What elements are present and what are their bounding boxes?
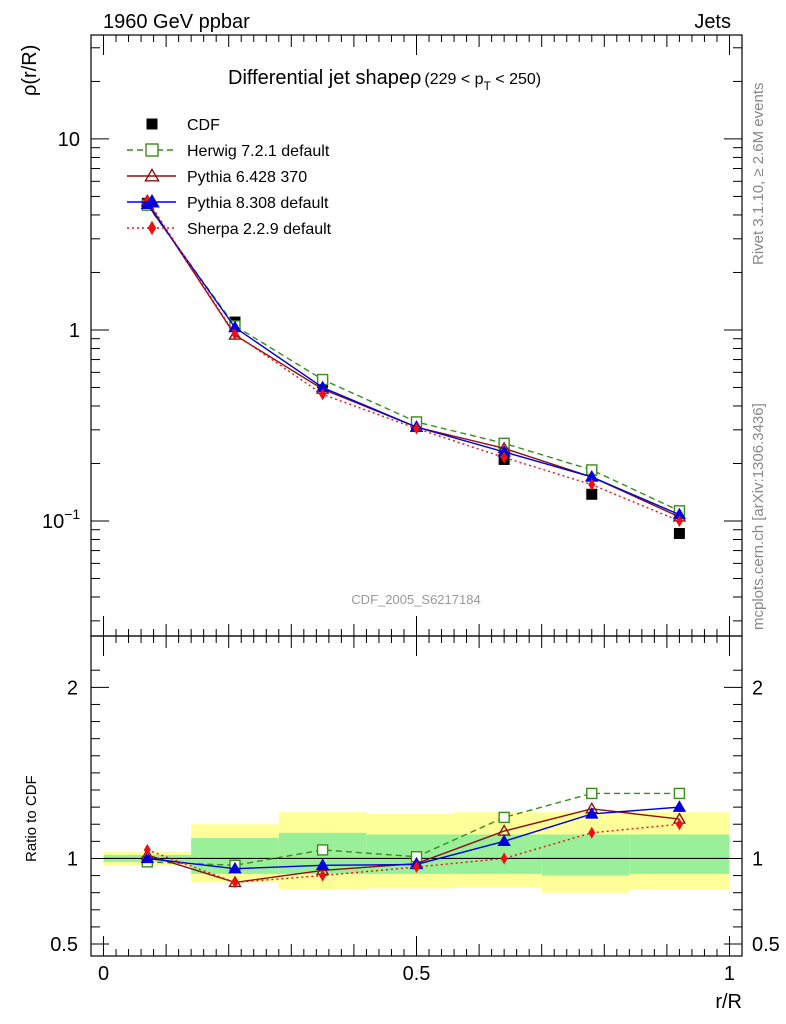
ratio-data-point bbox=[413, 861, 420, 874]
band-inner-bin bbox=[629, 834, 730, 874]
main-series-4 bbox=[143, 193, 683, 527]
legend-marker bbox=[147, 220, 157, 236]
ratio-data-point bbox=[315, 858, 330, 871]
main-ytick-label: 10 bbox=[58, 129, 80, 151]
main-series-2 bbox=[140, 194, 687, 522]
legend-label: Pythia 6.428 370 bbox=[187, 169, 307, 186]
main-data-point bbox=[500, 451, 508, 464]
ratio-data-point bbox=[588, 826, 596, 839]
legend-label: CDF bbox=[187, 117, 220, 134]
title-cut-right: < 250) bbox=[491, 71, 541, 88]
ratio-xtick-label: 0.5 bbox=[403, 963, 431, 985]
legend-marker bbox=[144, 194, 160, 208]
ratio-data-point bbox=[140, 851, 155, 864]
main-data-point bbox=[319, 388, 327, 401]
main-ylabel: ρ(r/R) bbox=[19, 45, 41, 96]
band-inner-bin bbox=[541, 834, 630, 876]
analysis-id: CDF_2005_S6217184 bbox=[351, 592, 480, 607]
main-data-point bbox=[586, 488, 598, 500]
title-rho: ρ bbox=[410, 67, 421, 89]
ratio-panel-series bbox=[140, 787, 687, 889]
legend-label: Herwig 7.2.1 default bbox=[187, 143, 330, 160]
main-series-line bbox=[146, 204, 680, 512]
main-series-line bbox=[146, 203, 680, 516]
mcplots-label: mcplots.cern.ch [arXiv:1306.3436] bbox=[750, 403, 767, 630]
legend-entry: Pythia 8.308 default bbox=[127, 194, 329, 212]
ratio-data-point bbox=[319, 869, 327, 882]
main-series-line bbox=[146, 199, 680, 522]
legend-marker bbox=[145, 143, 159, 157]
ratio-xlabel: r/R bbox=[715, 991, 742, 1013]
ratio-data-point bbox=[316, 844, 329, 856]
main-series-0 bbox=[141, 197, 685, 540]
plot-title: Differential jet shapeρ (229 < pT < 250) bbox=[228, 67, 541, 93]
ratio-ytick-label-right: 2 bbox=[752, 677, 763, 699]
ratio-data-point bbox=[673, 787, 686, 800]
ratio-data-point bbox=[231, 876, 239, 889]
ratio-data-point bbox=[143, 843, 151, 856]
main-data-point bbox=[231, 328, 239, 341]
main-series-1 bbox=[141, 199, 686, 517]
title-main: Differential jet shape bbox=[228, 67, 410, 89]
main-series-line bbox=[146, 201, 680, 518]
legend-entry: Herwig 7.2.1 default bbox=[127, 143, 330, 160]
process-label: Jets bbox=[694, 11, 731, 33]
ratio-ytick-label-right: 1 bbox=[752, 848, 763, 870]
ratio-data-point bbox=[498, 811, 510, 824]
legend-entry: Pythia 6.428 370 bbox=[127, 168, 307, 186]
band-inner-bin bbox=[454, 834, 542, 874]
ratio-data-point bbox=[675, 818, 683, 831]
ratio-panel-axes: 0 0.5 1 0.5 0.5 1 1 2 2 bbox=[50, 635, 780, 985]
main-data-point bbox=[673, 528, 685, 540]
main-series-3 bbox=[140, 197, 687, 520]
energy-label: 1960 GeV ppbar bbox=[103, 11, 250, 33]
main-data-point bbox=[413, 422, 420, 435]
legend-marker bbox=[144, 168, 160, 182]
legend-entry: CDF bbox=[146, 117, 220, 134]
main-panel-series bbox=[140, 193, 687, 540]
main-ytick-exp: −1 bbox=[64, 506, 80, 522]
legend-marker bbox=[146, 118, 158, 130]
legend: CDF Herwig 7.2.1 default Pythia 6.428 370 P… bbox=[127, 117, 332, 238]
title-cut-left: (229 < p bbox=[424, 71, 483, 88]
ratio-ytick-label-left: 2 bbox=[67, 677, 78, 699]
ratio-data-point bbox=[586, 787, 598, 800]
main-ytick-base: 10 bbox=[42, 511, 64, 533]
ratio-data-point bbox=[497, 834, 511, 847]
ratio-data-point bbox=[500, 852, 508, 865]
rivet-label: Rivet 3.1.10, ≥ 2.6M events bbox=[750, 83, 767, 266]
ratio-ytick-label-left: 0.5 bbox=[50, 934, 78, 956]
main-ytick-label: 1 bbox=[69, 320, 80, 342]
ratio-ylabel: Ratio to CDF bbox=[23, 775, 40, 862]
main-data-point bbox=[675, 514, 683, 527]
title-cut-sub: T bbox=[484, 79, 492, 93]
ratio-xtick-label: 0 bbox=[98, 963, 109, 985]
legend-label: Pythia 8.308 default bbox=[187, 195, 329, 212]
ratio-frame bbox=[90, 635, 743, 957]
ratio-series-3 bbox=[143, 818, 683, 889]
ratio-data-point bbox=[228, 861, 242, 874]
ratio-ytick-label-left: 1 bbox=[67, 848, 78, 870]
ratio-xtick-label: 1 bbox=[724, 963, 735, 985]
ratio-ytick-label-right: 0.5 bbox=[752, 934, 780, 956]
legend-entry: Sherpa 2.2.9 default bbox=[127, 220, 332, 238]
ratio-data-point bbox=[672, 800, 687, 812]
ratio-data-point bbox=[585, 807, 599, 819]
main-data-point bbox=[588, 478, 596, 491]
main-ytick-label: 10−1 bbox=[42, 506, 80, 533]
legend-label: Sherpa 2.2.9 default bbox=[187, 221, 332, 238]
